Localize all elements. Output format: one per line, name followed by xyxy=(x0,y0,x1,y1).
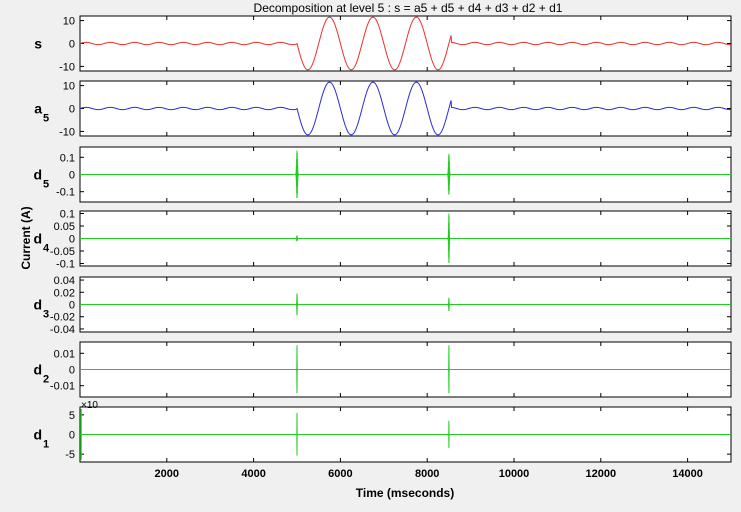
panel-label-d2: d xyxy=(33,362,42,378)
panel-s: -10 0 10 s xyxy=(34,15,732,73)
y-tick-label: -0.02 xyxy=(50,312,75,324)
y-tick-label: 0.05 xyxy=(54,221,75,233)
y-tick-label: 0 xyxy=(69,234,75,246)
panel-label-sub-d3: 3 xyxy=(43,309,49,321)
y-tick-label: 0 xyxy=(69,365,75,377)
spike-d2-1 xyxy=(448,345,450,394)
exponent-label: ×10 xyxy=(81,400,98,411)
spike-d2-0 xyxy=(296,345,298,394)
y-tick-label: 0.02 xyxy=(54,287,75,299)
y-tick-label: 10 xyxy=(63,16,75,28)
x-tick-label: 14000 xyxy=(672,468,703,480)
panel-label-d1: d xyxy=(33,427,42,443)
x-tick-label: 8000 xyxy=(415,468,439,480)
y-tick-label: -0.01 xyxy=(50,381,75,393)
y-tick-label: -10 xyxy=(59,126,75,138)
panel-label-d3: d xyxy=(33,297,42,313)
figure-title: Decomposition at level 5 : s = a5 + d5 +… xyxy=(254,1,563,15)
y-tick-label: 0 xyxy=(69,300,75,312)
panel-label-sub-a5: 5 xyxy=(43,113,49,125)
spike-d4-0 xyxy=(295,235,299,242)
panel-d1: -5 0 5 d1 ×10 2000 4000 6000 8000 10000 12000 14000 xyxy=(33,400,732,480)
panel-label-sub-d4: 4 xyxy=(43,243,50,255)
series-line-s xyxy=(80,16,731,71)
panel-label-d5: d xyxy=(33,167,42,183)
y-tick-label: -0.05 xyxy=(50,246,75,258)
x-tick-label: 6000 xyxy=(328,468,352,480)
y-tick-label: 0.1 xyxy=(60,152,75,164)
panel-label-d4: d xyxy=(33,231,42,247)
y-tick-label: -0.1 xyxy=(56,259,75,271)
y-tick-label: -0.04 xyxy=(50,324,75,336)
x-tick-label: 2000 xyxy=(155,468,179,480)
x-tick-label: 4000 xyxy=(241,468,265,480)
panel-label-sub-d1: 1 xyxy=(43,439,49,451)
spike-d4-1 xyxy=(447,213,451,263)
y-tick-label: 0.01 xyxy=(54,348,75,360)
y-tick-label: 0 xyxy=(69,39,75,51)
y-tick-label: 5 xyxy=(69,410,75,422)
panel-a5: -10 0 10 a5 xyxy=(34,80,732,138)
y-tick-label: -5 xyxy=(65,449,75,461)
spike-d5-0 xyxy=(295,150,299,198)
y-axis-label: Current (A) xyxy=(19,206,33,269)
y-tick-label: 0.04 xyxy=(54,275,75,287)
y-tick-label: 0.1 xyxy=(60,209,75,221)
panel-d2: -0.01 0 0.01 d2 xyxy=(33,341,732,398)
y-tick-label: 0 xyxy=(69,170,75,182)
panels: -10010s-10010a5-0.100.1d5-0.1-0.0500.050… xyxy=(33,15,732,480)
panel-label-sub-d2: 2 xyxy=(43,374,49,386)
x-axis-label: Time (mseconds) xyxy=(356,486,454,500)
x-tick-label: 12000 xyxy=(586,468,617,480)
panel-label-a5: a xyxy=(34,101,42,117)
panel-label-s: s xyxy=(34,36,42,52)
panel-d5: -0.1 0 0.1 d5 xyxy=(33,146,732,203)
spike-d3-0 xyxy=(295,293,299,316)
spike-d5-1 xyxy=(447,153,451,195)
spike-d3-1 xyxy=(447,297,450,312)
y-tick-label: 10 xyxy=(63,81,75,93)
x-tick-label: 10000 xyxy=(499,468,530,480)
y-tick-label: -0.1 xyxy=(56,187,75,199)
panel-label-sub-d5: 5 xyxy=(43,179,49,191)
y-tick-label: 0 xyxy=(69,104,75,116)
y-tick-label: -10 xyxy=(59,61,75,73)
y-tick-label: 0 xyxy=(69,430,75,442)
series-line-a5 xyxy=(80,81,731,136)
